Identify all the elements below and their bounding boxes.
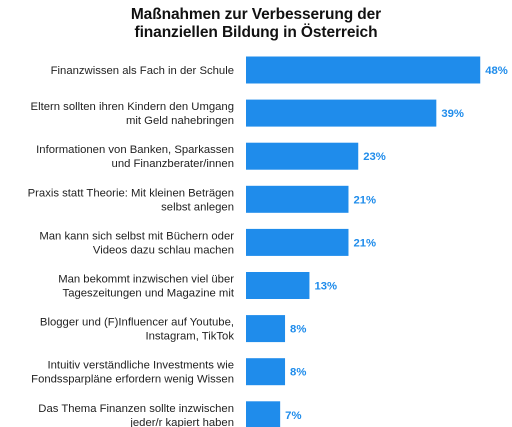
category-label-1-line-1: Finanzwissen als Fach in der Schule xyxy=(51,65,234,77)
category-label-6-line-2: Tageszeitungen und Magazine mit xyxy=(63,288,235,300)
bar-6 xyxy=(246,272,310,299)
value-label-6: 13% xyxy=(314,281,337,293)
bar-1 xyxy=(246,56,481,84)
category-label-4-line-1: Praxis statt Theorie: Mit kleinen Beträg… xyxy=(28,187,234,199)
category-label-4-line-2: selbst anlegen xyxy=(161,201,234,213)
category-label-5-line-1: Man kann sich selbst mit Büchern oder xyxy=(39,230,234,242)
bar-8 xyxy=(246,358,286,386)
value-label-3: 23% xyxy=(363,151,386,163)
value-label-1: 48% xyxy=(485,65,508,77)
chart-title-line-2: finanziellen Bildung in Österreich xyxy=(134,24,378,41)
category-label-6-line-1: Man bekommt inzwischen viel über xyxy=(58,274,234,286)
category-label-7-line-1: Blogger und (F)Influencer auf Youtube, xyxy=(40,317,234,329)
bar-7 xyxy=(246,315,286,343)
category-label-2-line-2: mit Geld nahebringen xyxy=(126,115,234,127)
bar-5 xyxy=(246,228,349,256)
category-label-8-line-1: Intuitiv verständliche Investments wie xyxy=(48,360,234,372)
category-label-3-line-1: Informationen von Banken, Sparkassen xyxy=(36,144,234,156)
value-label-5: 21% xyxy=(353,237,376,249)
chart-title-line-1: Maßnahmen zur Verbesserung der xyxy=(130,6,382,23)
bar-9 xyxy=(246,401,281,427)
value-label-8: 8% xyxy=(290,367,306,379)
category-label-5-line-2: Videos dazu schlau machen xyxy=(93,244,234,256)
category-label-2-line-1: Eltern sollten ihren Kindern den Umgang xyxy=(31,101,234,113)
bar-3 xyxy=(246,142,359,170)
category-label-7-line-2: Instagram, TikTok xyxy=(145,331,234,343)
category-label-3-line-2: und Finanzberater/innen xyxy=(112,158,234,170)
category-label-9-line-2: jeder/r kapiert haben xyxy=(129,417,234,427)
value-label-7: 8% xyxy=(290,324,306,336)
value-label-9: 7% xyxy=(285,410,301,422)
category-label-9-line-1: Das Thema Finanzen sollte inzwischen xyxy=(38,403,234,415)
bar-2 xyxy=(246,99,437,127)
bar-4 xyxy=(246,185,349,213)
value-label-4: 21% xyxy=(353,194,376,206)
value-label-2: 39% xyxy=(441,108,464,120)
category-label-8-line-2: Fondssparpläne erfordern wenig Wissen xyxy=(31,374,234,386)
